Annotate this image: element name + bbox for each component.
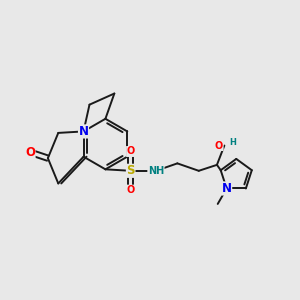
Text: O: O bbox=[215, 140, 223, 151]
Text: N: N bbox=[79, 125, 88, 138]
Text: O: O bbox=[127, 185, 135, 195]
Text: NH: NH bbox=[148, 166, 164, 176]
Text: H: H bbox=[229, 138, 236, 147]
Text: O: O bbox=[127, 146, 135, 157]
Text: N: N bbox=[222, 182, 232, 195]
Text: S: S bbox=[126, 164, 135, 177]
Text: O: O bbox=[25, 146, 35, 159]
